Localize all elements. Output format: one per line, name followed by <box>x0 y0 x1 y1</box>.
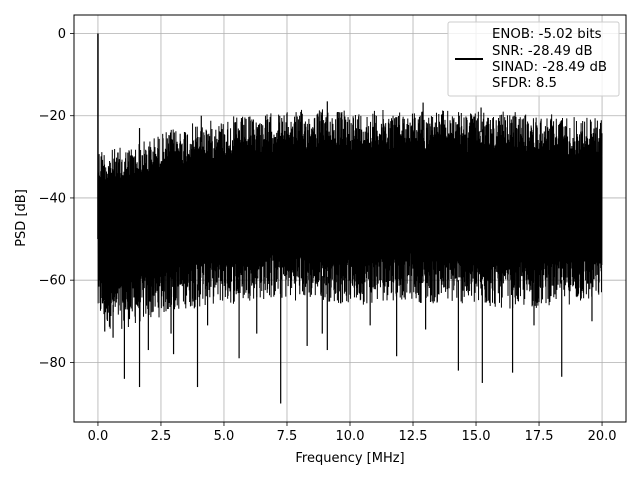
x-tick-label: 20.0 <box>588 429 617 444</box>
x-tick-label: 17.5 <box>525 429 554 444</box>
x-tick-label: 15.0 <box>462 429 491 444</box>
y-axis-label: PSD [dB] <box>14 189 29 247</box>
x-tick-label: 7.5 <box>277 429 298 444</box>
legend-entry-sinad: SINAD: -28.49 dB <box>492 60 607 75</box>
y-tick-label: 0 <box>58 27 66 42</box>
x-tick-label: 2.5 <box>151 429 172 444</box>
legend-box <box>447 21 620 97</box>
legend-entry-enob: ENOB: -5.02 bits <box>492 27 602 42</box>
psd-noise-trace <box>97 109 603 329</box>
x-tick-label: 10.0 <box>336 429 365 444</box>
x-tick-label: 12.5 <box>399 429 428 444</box>
psd-series <box>97 33 603 404</box>
y-tick-label: −60 <box>39 274 66 289</box>
y-tick-label: −40 <box>39 191 66 206</box>
y-tick-label: −20 <box>39 109 66 124</box>
legend: ENOB: -5.02 bits SNR: -28.49 dB SINAD: -… <box>447 21 620 97</box>
x-axis-label: Frequency [MHz] <box>295 451 404 466</box>
x-tick-label: 0.0 <box>88 429 109 444</box>
axis-ticks: 0.0 2.5 5.0 7.5 10.0 12.5 15.0 17.5 20.0 0 −20 −40 −… <box>39 27 617 444</box>
x-tick-label: 5.0 <box>214 429 235 444</box>
legend-entry-sfdr: SFDR: 8.5 <box>492 76 557 91</box>
y-tick-label: −80 <box>39 356 66 371</box>
legend-entry-snr: SNR: -28.49 dB <box>492 44 593 59</box>
